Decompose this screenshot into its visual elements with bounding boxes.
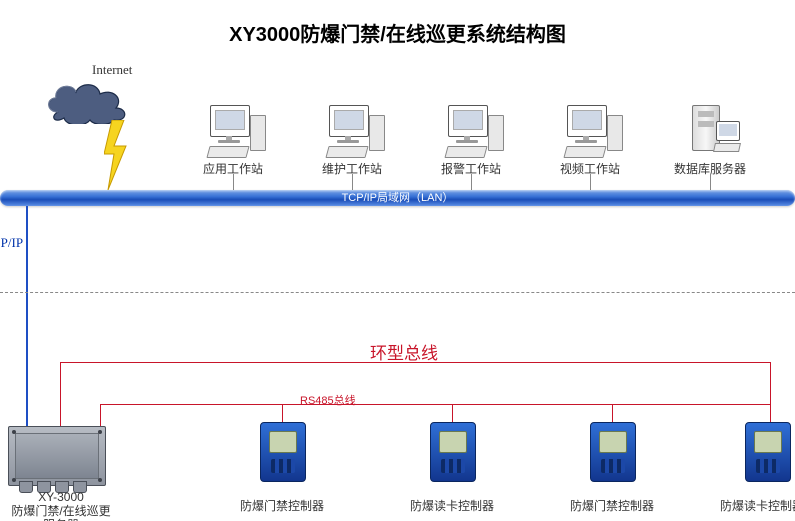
access-controller-1-icon <box>260 422 306 482</box>
app-workstation-icon <box>202 105 264 165</box>
xy3000-server-icon <box>8 426 106 486</box>
conn-db <box>710 174 711 190</box>
access-controller-2-label: 防爆门禁控制器 <box>562 497 662 514</box>
card-reader-2-label: 防爆读卡控制器 <box>712 497 795 514</box>
ring-drop-reader1 <box>452 404 453 422</box>
lightning-icon <box>104 120 134 190</box>
card-reader-1-label: 防爆读卡控制器 <box>402 497 502 514</box>
maint-workstation-icon <box>321 105 383 165</box>
conn-app <box>233 174 234 190</box>
ring-drop-ctrl1 <box>282 404 283 422</box>
ring-bus-left-riser2 <box>100 404 101 426</box>
rs485-label: RS485总线 <box>300 392 356 408</box>
internet-label: Internet <box>92 62 132 78</box>
video-workstation-icon <box>559 105 621 165</box>
xy3000-model: XY-3000 <box>38 490 84 504</box>
tcpip-vline <box>26 206 28 426</box>
card-reader-1-icon <box>430 422 476 482</box>
card-reader-2-icon <box>745 422 791 482</box>
internet-cloud-icon <box>44 78 130 124</box>
ring-bus-label: 环型总线 <box>370 339 438 364</box>
xy3000-name-label: XY-3000 防爆门禁/在线巡更服务器 <box>6 490 116 521</box>
conn-alarm <box>471 174 472 190</box>
lan-bar: TCP/IP局域网（LAN） <box>0 190 795 206</box>
ring-drop-ctrl2 <box>612 404 613 422</box>
ring-bus-left-riser <box>60 362 61 426</box>
diagram-title: XY3000防爆门禁/在线巡更系统结构图 <box>0 18 795 47</box>
ring-bus-lower <box>100 404 770 405</box>
ring-drop-reader2 <box>770 404 771 422</box>
access-controller-2-icon <box>590 422 636 482</box>
db-server-icon <box>678 105 740 165</box>
layer-divider <box>0 292 795 293</box>
conn-video <box>590 174 591 190</box>
alarm-workstation-icon <box>440 105 502 165</box>
xy3000-desc: 防爆门禁/在线巡更服务器 <box>11 504 110 521</box>
tcpip-label: CP/IP <box>0 235 23 251</box>
access-controller-1-label: 防爆门禁控制器 <box>232 497 332 514</box>
diagram-stage: XY3000防爆门禁/在线巡更系统结构图 Internet 应用工作站 维护工作… <box>0 0 795 521</box>
conn-maint <box>352 174 353 190</box>
